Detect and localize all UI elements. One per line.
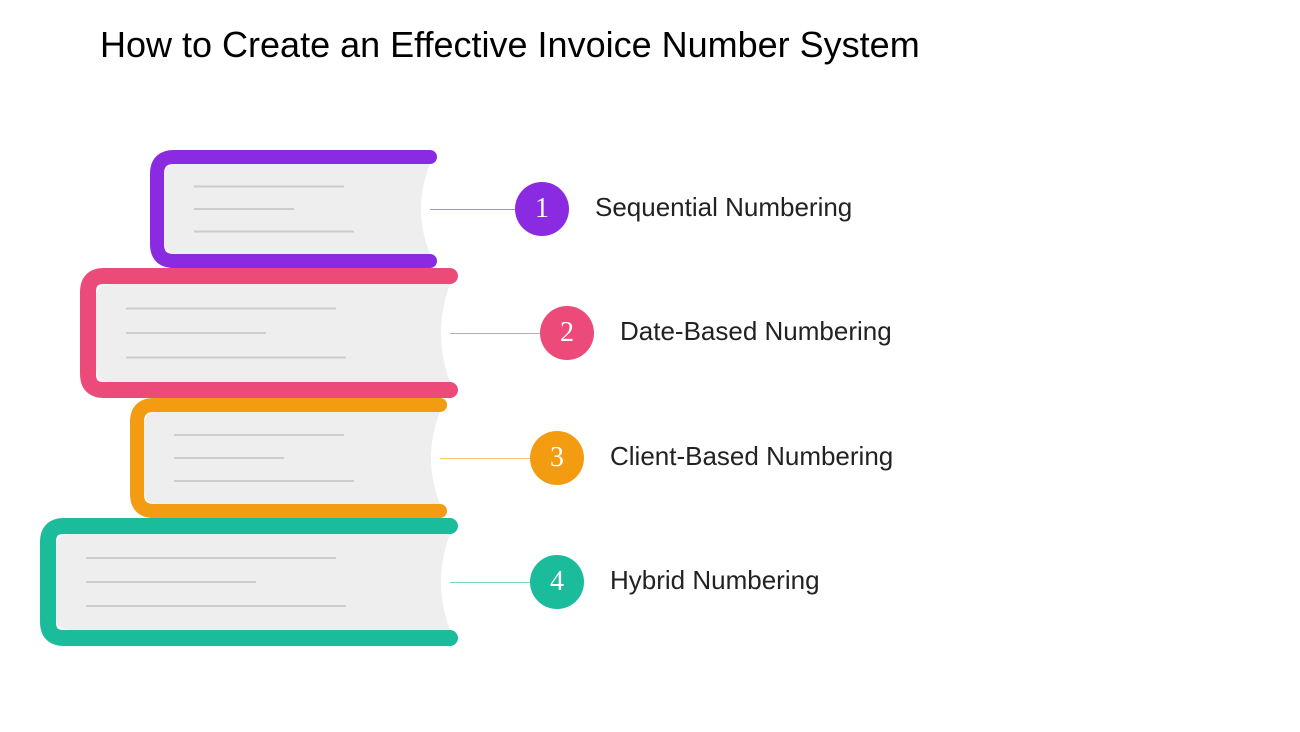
item-label-2: Date-Based Numbering: [620, 316, 892, 347]
connector-line: [430, 209, 515, 210]
number-badge-3: 3: [530, 431, 584, 485]
book-spine-icon: [0, 150, 440, 268]
book-spine-icon: [0, 268, 460, 398]
connector-line: [450, 582, 530, 583]
item-label-3: Client-Based Numbering: [610, 441, 893, 472]
book-spine-icon: [0, 398, 450, 518]
number-badge-2: 2: [540, 306, 594, 360]
item-label-1: Sequential Numbering: [595, 192, 852, 223]
connector-line: [440, 458, 530, 459]
book-spine-icon: [0, 518, 460, 646]
page-title: How to Create an Effective Invoice Numbe…: [100, 24, 920, 66]
number-badge-1: 1: [515, 182, 569, 236]
number-badge-4: 4: [530, 555, 584, 609]
connector-line: [450, 333, 540, 334]
item-label-4: Hybrid Numbering: [610, 565, 820, 596]
